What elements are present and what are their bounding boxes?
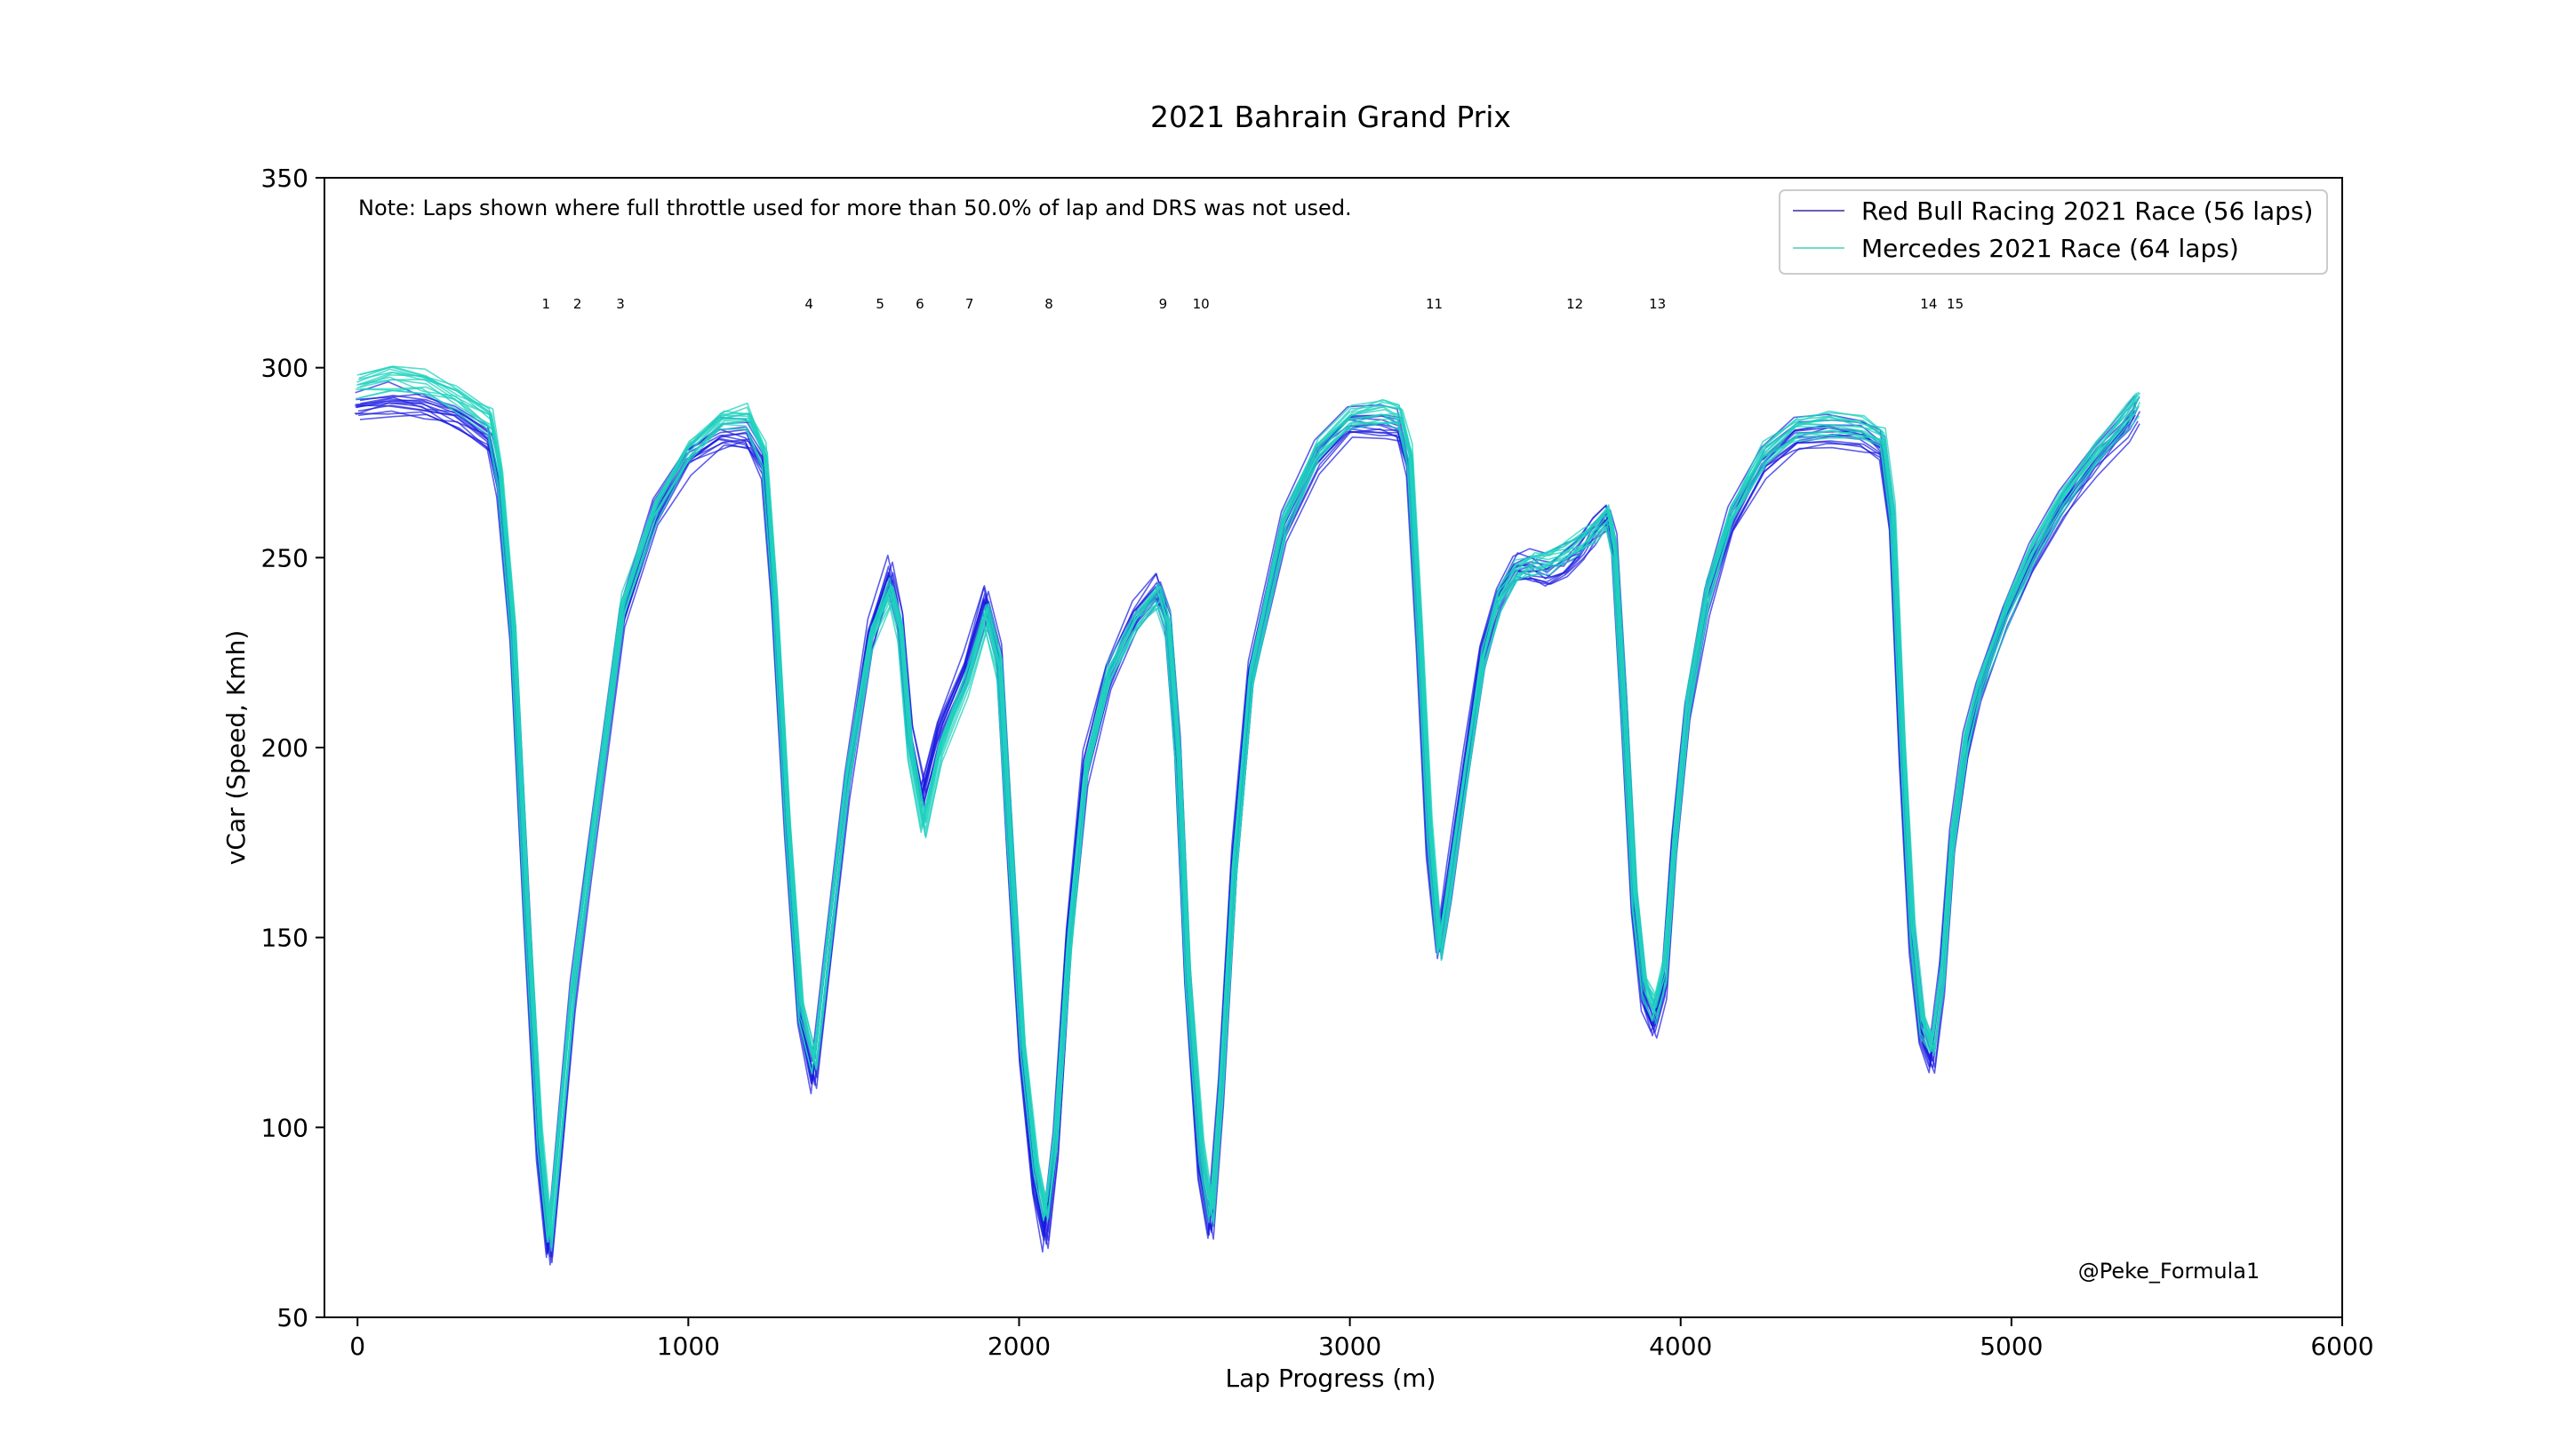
corner-label: 11 xyxy=(1426,296,1443,312)
corner-labels: 1 2 3 4 5 6 7 8 9 10 11 12 13 14 15 xyxy=(542,296,1964,312)
corner-label: 12 xyxy=(1566,296,1583,312)
y-axis-title: vCar (Speed, Kmh) xyxy=(221,630,251,866)
x-tick-label: 5000 xyxy=(1980,1332,2043,1361)
series-layer xyxy=(354,365,2141,1266)
y-tick-label: 300 xyxy=(261,354,308,383)
x-tick-label: 6000 xyxy=(2310,1332,2373,1361)
legend-box xyxy=(1779,189,2328,275)
corner-label: 10 xyxy=(1193,296,1210,312)
x-tick-label: 1000 xyxy=(657,1332,720,1361)
corner-label: 6 xyxy=(916,296,924,312)
y-tick-label: 250 xyxy=(261,543,308,572)
y-tick-label: 200 xyxy=(261,733,308,763)
chart-title: 2021 Bahrain Grand Prix xyxy=(1150,100,1511,134)
legend-label-red-bull: Red Bull Racing 2021 Race (56 laps) xyxy=(1861,196,2313,226)
corner-label: 13 xyxy=(1649,296,1666,312)
corner-label: 2 xyxy=(573,296,582,312)
corner-label: 9 xyxy=(1159,296,1168,312)
corner-label: 14 xyxy=(1920,296,1937,312)
legend: Red Bull Racing 2021 Race (56 laps) Merc… xyxy=(1779,189,2328,275)
y-axis: 50 100 150 200 250 300 350 xyxy=(261,164,324,1332)
legend-label-mercedes: Mercedes 2021 Race (64 laps) xyxy=(1861,234,2239,263)
y-tick-label: 350 xyxy=(261,164,308,193)
x-tick-label: 0 xyxy=(349,1332,365,1361)
x-tick-label: 2000 xyxy=(988,1332,1051,1361)
corner-label: 5 xyxy=(876,296,884,312)
lap-line xyxy=(360,365,2141,1234)
lap-line xyxy=(355,388,2136,1240)
corner-label: 7 xyxy=(965,296,974,312)
x-axis: 0 1000 2000 3000 4000 5000 6000 xyxy=(349,1317,2374,1361)
y-tick-label: 150 xyxy=(261,924,308,953)
x-tick-label: 3000 xyxy=(1318,1332,1381,1361)
corner-label: 3 xyxy=(616,296,625,312)
corner-label: 15 xyxy=(1947,296,1964,312)
chart-note: Note: Laps shown where full throttle use… xyxy=(358,196,1352,220)
y-tick-label: 50 xyxy=(276,1303,308,1332)
corner-label: 8 xyxy=(1044,296,1053,312)
series-mercedes xyxy=(355,365,2141,1252)
x-axis-title: Lap Progress (m) xyxy=(1226,1364,1436,1393)
corner-label: 4 xyxy=(804,296,813,312)
watermark: @Peke_Formula1 xyxy=(2078,1259,2260,1284)
x-tick-label: 4000 xyxy=(1649,1332,1712,1361)
lap-line xyxy=(356,376,2137,1243)
lap-line xyxy=(359,386,2140,1249)
corner-label: 1 xyxy=(542,296,551,312)
y-tick-label: 100 xyxy=(261,1113,308,1142)
